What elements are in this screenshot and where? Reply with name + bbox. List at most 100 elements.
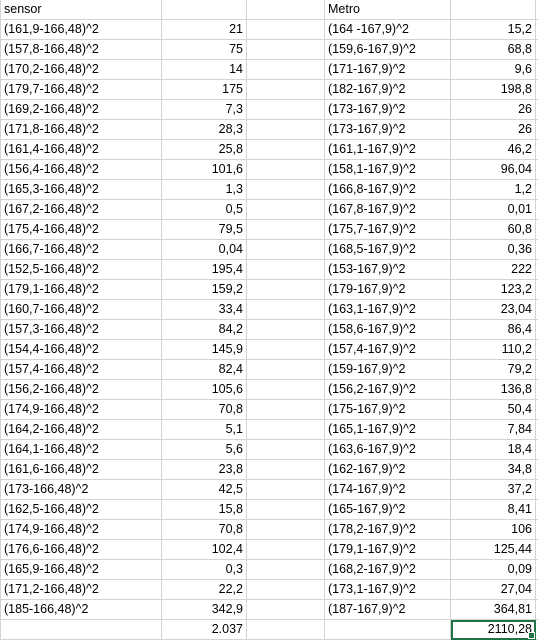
cell-metro-value[interactable]: 106 xyxy=(451,520,536,540)
cell-empty[interactable] xyxy=(162,0,247,20)
cell-sensor-value[interactable]: 70,8 xyxy=(162,520,247,540)
cell-empty[interactable] xyxy=(325,620,451,640)
cell-sensor-formula[interactable]: (165,3-166,48)^2 xyxy=(1,180,162,200)
cell-sensor-value[interactable]: 5,6 xyxy=(162,440,247,460)
cell-empty[interactable] xyxy=(247,360,325,380)
cell-sensor-value[interactable]: 23,8 xyxy=(162,460,247,480)
cell-sensor-value[interactable]: 101,6 xyxy=(162,160,247,180)
cell-sensor-formula[interactable]: (161,9-166,48)^2 xyxy=(1,20,162,40)
cell-metro-formula[interactable]: (163,6-167,9)^2 xyxy=(325,440,451,460)
cell-sensor-value[interactable]: 70,8 xyxy=(162,400,247,420)
cell-empty[interactable] xyxy=(536,580,538,600)
cell-sensor-formula[interactable]: (185-166,48)^2 xyxy=(1,600,162,620)
cell-metro-total[interactable]: 2110,28 xyxy=(451,620,536,640)
cell-metro-value[interactable]: 23,04 xyxy=(451,300,536,320)
cell-empty[interactable] xyxy=(247,340,325,360)
cell-metro-value[interactable]: 46,2 xyxy=(451,140,536,160)
cell-empty[interactable] xyxy=(536,220,538,240)
cell-empty[interactable] xyxy=(247,460,325,480)
fill-handle[interactable] xyxy=(528,632,535,639)
cell-empty[interactable] xyxy=(536,500,538,520)
cell-sensor-formula[interactable]: (170,2-166,48)^2 xyxy=(1,60,162,80)
cell-sensor-value[interactable]: 75 xyxy=(162,40,247,60)
cell-header-sensor[interactable]: sensor xyxy=(1,0,162,20)
cell-sensor-value[interactable]: 28,3 xyxy=(162,120,247,140)
cell-metro-value[interactable]: 15,2 xyxy=(451,20,536,40)
cell-metro-formula[interactable]: (168,5-167,9)^2 xyxy=(325,240,451,260)
cell-empty[interactable] xyxy=(536,360,538,380)
cell-metro-formula[interactable]: (165,1-167,9)^2 xyxy=(325,420,451,440)
cell-metro-formula[interactable]: (159-167,9)^2 xyxy=(325,360,451,380)
cell-sensor-formula[interactable]: (174,9-166,48)^2 xyxy=(1,400,162,420)
cell-empty[interactable] xyxy=(247,240,325,260)
cell-empty[interactable] xyxy=(536,100,538,120)
cell-sensor-value[interactable]: 342,9 xyxy=(162,600,247,620)
cell-empty[interactable] xyxy=(536,300,538,320)
cell-empty[interactable] xyxy=(247,440,325,460)
cell-empty[interactable] xyxy=(536,200,538,220)
cell-sensor-formula[interactable]: (152,5-166,48)^2 xyxy=(1,260,162,280)
cell-sensor-value[interactable]: 0,5 xyxy=(162,200,247,220)
cell-metro-formula[interactable]: (166,8-167,9)^2 xyxy=(325,180,451,200)
cell-metro-formula[interactable]: (171-167,9)^2 xyxy=(325,60,451,80)
cell-metro-formula[interactable]: (175,7-167,9)^2 xyxy=(325,220,451,240)
cell-empty[interactable] xyxy=(536,0,538,20)
cell-metro-formula[interactable]: (182-167,9)^2 xyxy=(325,80,451,100)
cell-empty[interactable] xyxy=(536,120,538,140)
cell-metro-value[interactable]: 60,8 xyxy=(451,220,536,240)
cell-sensor-value[interactable]: 0,04 xyxy=(162,240,247,260)
cell-empty[interactable] xyxy=(247,160,325,180)
cell-sensor-formula[interactable]: (154,4-166,48)^2 xyxy=(1,340,162,360)
cell-metro-value[interactable]: 34,8 xyxy=(451,460,536,480)
cell-empty[interactable] xyxy=(536,40,538,60)
cell-sensor-formula[interactable]: (171,8-166,48)^2 xyxy=(1,120,162,140)
cell-sensor-formula[interactable]: (176,6-166,48)^2 xyxy=(1,540,162,560)
cell-empty[interactable] xyxy=(247,80,325,100)
cell-sensor-value[interactable]: 175 xyxy=(162,80,247,100)
cell-sensor-formula[interactable]: (175,4-166,48)^2 xyxy=(1,220,162,240)
cell-metro-formula[interactable]: (162-167,9)^2 xyxy=(325,460,451,480)
cell-metro-formula[interactable]: (153-167,9)^2 xyxy=(325,260,451,280)
cell-sensor-formula[interactable]: (173-166,48)^2 xyxy=(1,480,162,500)
cell-metro-value[interactable]: 27,04 xyxy=(451,580,536,600)
cell-empty[interactable] xyxy=(247,420,325,440)
cell-empty[interactable] xyxy=(536,560,538,580)
cell-metro-value[interactable]: 79,2 xyxy=(451,360,536,380)
cell-empty[interactable] xyxy=(247,520,325,540)
cell-sensor-formula[interactable]: (179,7-166,48)^2 xyxy=(1,80,162,100)
cell-sensor-formula[interactable]: (157,3-166,48)^2 xyxy=(1,320,162,340)
cell-metro-value[interactable]: 364,81 xyxy=(451,600,536,620)
cell-sensor-formula[interactable]: (162,5-166,48)^2 xyxy=(1,500,162,520)
cell-metro-value[interactable]: 123,2 xyxy=(451,280,536,300)
cell-metro-value[interactable]: 0,09 xyxy=(451,560,536,580)
cell-empty[interactable] xyxy=(451,0,536,20)
cell-empty[interactable] xyxy=(536,520,538,540)
cell-empty[interactable] xyxy=(247,280,325,300)
cell-sensor-formula[interactable]: (174,9-166,48)^2 xyxy=(1,520,162,540)
cell-empty[interactable] xyxy=(536,80,538,100)
cell-sensor-value[interactable]: 105,6 xyxy=(162,380,247,400)
cell-sensor-value[interactable]: 25,8 xyxy=(162,140,247,160)
cell-empty[interactable] xyxy=(247,580,325,600)
cell-metro-value[interactable]: 125,44 xyxy=(451,540,536,560)
cell-empty[interactable] xyxy=(536,140,538,160)
cell-metro-value[interactable]: 26 xyxy=(451,120,536,140)
cell-sensor-formula[interactable]: (161,6-166,48)^2 xyxy=(1,460,162,480)
cell-metro-value[interactable]: 110,2 xyxy=(451,340,536,360)
cell-sensor-total[interactable]: 2.037 xyxy=(162,620,247,640)
cell-metro-value[interactable]: 0,01 xyxy=(451,200,536,220)
cell-sensor-formula[interactable]: (164,1-166,48)^2 xyxy=(1,440,162,460)
cell-empty[interactable] xyxy=(247,200,325,220)
cell-sensor-formula[interactable]: (160,7-166,48)^2 xyxy=(1,300,162,320)
cell-metro-formula[interactable]: (161,1-167,9)^2 xyxy=(325,140,451,160)
cell-empty[interactable] xyxy=(536,420,538,440)
cell-sensor-value[interactable]: 82,4 xyxy=(162,360,247,380)
cell-empty[interactable] xyxy=(247,220,325,240)
cell-empty[interactable] xyxy=(247,560,325,580)
cell-metro-value[interactable]: 18,4 xyxy=(451,440,536,460)
cell-metro-formula[interactable]: (156,2-167,9)^2 xyxy=(325,380,451,400)
cell-empty[interactable] xyxy=(536,280,538,300)
cell-empty[interactable] xyxy=(247,380,325,400)
cell-empty[interactable] xyxy=(247,140,325,160)
cell-metro-formula[interactable]: (164 -167,9)^2 xyxy=(325,20,451,40)
